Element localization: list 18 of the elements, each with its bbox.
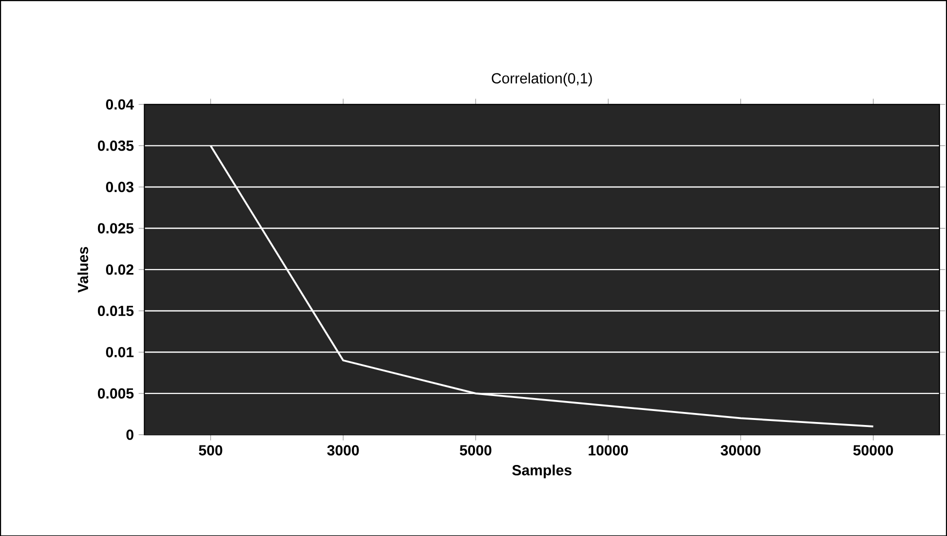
y-tick-label: 0.04 — [106, 99, 134, 110]
y-tick-label: 0.035 — [98, 140, 134, 151]
y-tick-label: 0.025 — [98, 222, 134, 234]
x-tick-label: 50000 — [853, 444, 893, 456]
y-tick-label: 0.02 — [106, 264, 134, 275]
y-tick-label: 0.03 — [106, 182, 134, 192]
chart-title: Correlation(0,1) — [492, 72, 592, 86]
y-axis-title: Values — [77, 246, 88, 292]
y-tick-label: 0 — [126, 429, 134, 440]
x-tick-label: 500 — [198, 444, 222, 456]
y-tick-label: 0.005 — [98, 388, 134, 398]
y-tick-label: 0.015 — [98, 305, 134, 316]
x-axis-title: Samples — [512, 464, 572, 478]
x-tick-label: 10000 — [588, 444, 628, 456]
x-tick-label: 3000 — [327, 444, 359, 456]
y-tick-label: 0.01 — [106, 346, 134, 358]
x-tick-label: 5000 — [460, 444, 492, 456]
x-tick-label: 30000 — [720, 444, 760, 456]
